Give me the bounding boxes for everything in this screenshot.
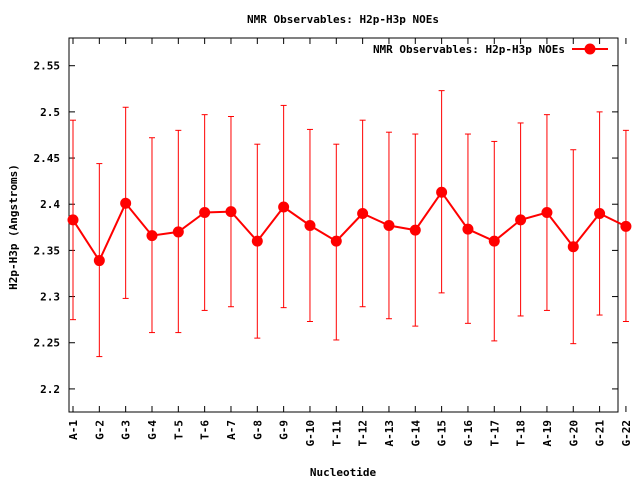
data-point bbox=[567, 241, 579, 253]
x-tick-label: T-17 bbox=[488, 420, 501, 447]
y-tick-label: 2.25 bbox=[34, 337, 61, 350]
y-axis: 2.2 2.25 2.3 2.35 2.4 2.45 2.5 2.55 bbox=[34, 60, 618, 396]
series-line bbox=[72, 190, 627, 263]
data-point bbox=[620, 220, 632, 232]
data-point bbox=[409, 224, 421, 236]
data-point bbox=[278, 201, 290, 213]
data-point bbox=[67, 214, 79, 226]
chart-title: NMR Observables: H2p-H3p NOEs bbox=[247, 13, 439, 26]
data-point bbox=[515, 214, 527, 226]
x-axis: A-1 G-2 G-3 G-4 T-5 T-6 A-7 G-8 G-9 G-10 T-11 T-12 A… bbox=[67, 38, 633, 447]
x-tick-label: T-6 bbox=[199, 420, 212, 440]
y-tick-label: 2.45 bbox=[34, 152, 61, 165]
x-tick-label: G-8 bbox=[251, 420, 264, 440]
y-tick-label: 2.55 bbox=[34, 60, 61, 73]
data-point bbox=[436, 186, 448, 198]
data-point bbox=[120, 197, 132, 209]
data-point bbox=[541, 207, 553, 219]
x-tick-label: G-4 bbox=[146, 420, 159, 440]
data-point bbox=[225, 206, 237, 218]
error-bars bbox=[70, 90, 629, 358]
x-tick-label: G-3 bbox=[120, 420, 133, 440]
data-point bbox=[462, 223, 474, 235]
y-tick-label: 2.3 bbox=[40, 291, 60, 304]
y-axis-label: H2p-H3p (Angstroms) bbox=[7, 164, 20, 290]
x-tick-label: T-12 bbox=[357, 420, 370, 447]
data-point bbox=[488, 235, 500, 247]
x-tick-label: G-15 bbox=[436, 420, 449, 447]
legend: NMR Observables: H2p-H3p NOEs bbox=[373, 43, 608, 56]
x-tick-label: T-5 bbox=[172, 420, 185, 440]
x-tick-label: G-20 bbox=[567, 420, 580, 447]
data-point bbox=[304, 219, 316, 231]
data-point bbox=[172, 226, 184, 238]
x-tick-label: G-14 bbox=[409, 420, 422, 447]
plot-border bbox=[68, 37, 619, 413]
y-tick-label: 2.4 bbox=[40, 198, 60, 211]
data-point bbox=[199, 207, 211, 219]
data-point bbox=[594, 207, 606, 219]
y-tick-label: 2.5 bbox=[40, 106, 60, 119]
x-tick-label: G-16 bbox=[462, 420, 475, 447]
data-point bbox=[330, 235, 342, 247]
x-tick-label: T-18 bbox=[515, 420, 528, 447]
x-tick-label: G-21 bbox=[594, 420, 607, 447]
legend-marker bbox=[584, 43, 596, 55]
data-point bbox=[357, 207, 369, 219]
data-point bbox=[383, 219, 395, 231]
data-point bbox=[93, 255, 105, 267]
data-point bbox=[251, 235, 263, 247]
x-tick-label: A-13 bbox=[383, 420, 396, 447]
x-tick-label: A-7 bbox=[225, 420, 238, 440]
x-tick-label: T-11 bbox=[330, 420, 343, 447]
x-tick-label: G-2 bbox=[93, 420, 106, 440]
x-axis-label: Nucleotide bbox=[310, 466, 377, 479]
series-layer bbox=[67, 186, 632, 267]
data-point bbox=[146, 230, 158, 242]
x-tick-label: A-1 bbox=[67, 420, 80, 440]
y-tick-label: 2.35 bbox=[34, 244, 61, 257]
x-tick-label: G-10 bbox=[304, 420, 317, 447]
legend-label: NMR Observables: H2p-H3p NOEs bbox=[373, 43, 565, 56]
x-tick-label: G-9 bbox=[278, 420, 291, 440]
y-tick-label: 2.2 bbox=[40, 383, 60, 396]
plot-frame bbox=[68, 37, 619, 413]
x-tick-label: G-22 bbox=[620, 420, 633, 447]
x-tick-label: A-19 bbox=[541, 420, 554, 447]
